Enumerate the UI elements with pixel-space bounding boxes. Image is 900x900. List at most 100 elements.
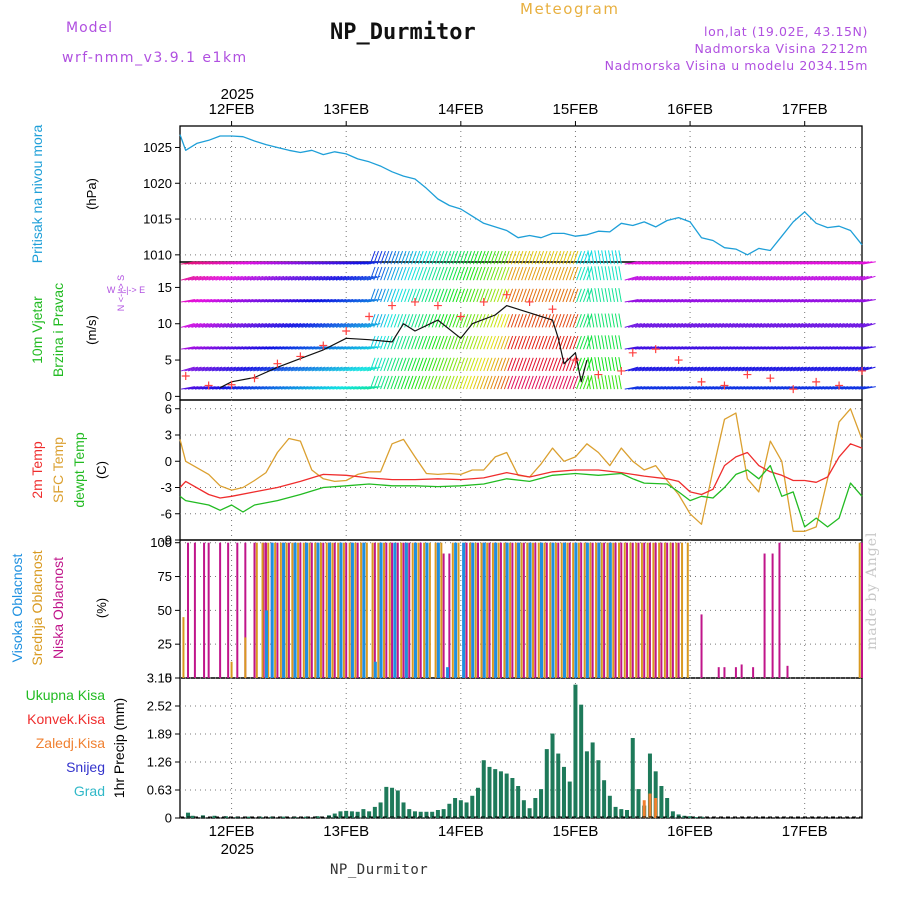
high_cloud-bar: [379, 542, 383, 678]
mid_cloud-bar: [486, 542, 489, 678]
wind-barb: [541, 250, 548, 265]
wind-barb: [277, 275, 292, 281]
wind-barb: [486, 288, 493, 303]
wind-barb: [462, 357, 469, 372]
wind-barb: [198, 386, 213, 390]
wind-barb: [476, 375, 483, 390]
y-tick-label: 0: [165, 811, 172, 826]
wind-barb: [738, 261, 753, 265]
wind-barb: [531, 335, 538, 350]
wind-barb: [308, 323, 322, 328]
total_precip-bar: [619, 809, 624, 818]
wind-barb: [411, 357, 417, 372]
gust-marker: [525, 297, 534, 306]
wind-barb: [222, 261, 237, 265]
wind-barb: [676, 386, 691, 390]
wind-barb: [552, 250, 558, 265]
wind-ylabel-2: Brzina i Pravac: [50, 283, 66, 377]
wind-barb: [273, 346, 288, 350]
wind-barb: [683, 299, 698, 303]
wind-barb: [431, 375, 438, 390]
wind-barb: [786, 366, 800, 372]
wind-barb: [683, 386, 698, 390]
low_cloud-bar: [511, 542, 514, 678]
mid_cloud-bar: [629, 542, 632, 678]
wind-barb: [486, 266, 493, 281]
wind-barb: [500, 375, 507, 390]
low_cloud-bar: [671, 542, 674, 678]
wind-barb: [693, 386, 708, 390]
wind-barb: [205, 299, 220, 303]
wind-barb: [400, 357, 407, 372]
wind-barb: [400, 266, 407, 281]
high_cloud-bar: [454, 542, 458, 678]
wind-barb: [466, 314, 472, 328]
wind-barb: [273, 275, 288, 281]
wind-barb: [270, 299, 285, 303]
wind-barb: [215, 366, 230, 372]
wind-barb: [201, 366, 216, 372]
wind-barb: [205, 386, 220, 390]
mid_cloud-bar: [400, 542, 403, 678]
wind-barb: [390, 314, 397, 328]
wind-barb: [679, 366, 694, 372]
wind-barb: [841, 386, 856, 390]
low_cloud-bar: [442, 553, 445, 678]
total_precip-bar: [378, 802, 383, 818]
mid_cloud-bar: [388, 542, 391, 678]
wind-barb: [469, 250, 476, 265]
total_precip-bar: [533, 798, 538, 818]
total_precip-bar: [390, 787, 395, 818]
y-tick-label: -3: [160, 480, 172, 495]
wind-barb: [294, 261, 309, 265]
wind-barb: [741, 299, 756, 303]
wind-barb: [263, 386, 278, 390]
wind-barb: [424, 357, 431, 372]
gust-marker: [410, 297, 419, 306]
wind-barb: [339, 261, 354, 265]
mid_cloud-bar: [669, 542, 672, 678]
wind-barb: [273, 366, 288, 372]
wind-barb: [594, 375, 598, 390]
wind-barb: [734, 366, 749, 372]
mid-cloud-ylabel: Srednja Oblacnost: [29, 550, 45, 665]
wind-barb: [404, 250, 410, 265]
wind-barb: [614, 288, 619, 303]
wind-barb: [834, 261, 849, 265]
wind-barb: [242, 299, 257, 303]
wind-barb: [806, 346, 821, 350]
wind-barb: [576, 250, 582, 265]
wind-barb: [672, 323, 687, 328]
wind-barb: [569, 314, 575, 328]
wind-barb: [349, 261, 364, 265]
wind-barb: [624, 323, 639, 328]
y-tick-label: 5: [165, 353, 172, 368]
wind-barb: [775, 261, 790, 265]
wind-barb: [861, 386, 876, 390]
wind-barb: [212, 346, 226, 350]
wind-barb: [806, 261, 821, 265]
wind-barb: [641, 386, 656, 390]
wind-barb: [689, 261, 704, 265]
total_precip-bar: [596, 760, 601, 818]
wind-barb: [308, 366, 322, 372]
wind-barb: [830, 299, 845, 303]
total_precip-bar: [412, 811, 417, 818]
wind-barb: [386, 250, 393, 265]
wind-barb: [717, 346, 732, 350]
wind-barb: [369, 266, 376, 281]
wind-barb: [380, 250, 386, 265]
total_precip-bar: [315, 816, 320, 818]
gust-marker: [204, 381, 213, 390]
wind-barb: [490, 266, 496, 281]
wind-barb: [810, 323, 825, 328]
wind-barb: [597, 288, 602, 303]
wind-barb: [246, 299, 261, 303]
high_cloud-bar: [540, 542, 544, 678]
wind-barb: [256, 346, 271, 350]
wind-barb: [208, 261, 223, 265]
wind-barb: [208, 323, 223, 328]
wind-barb: [208, 275, 223, 281]
wind-barb: [741, 366, 756, 372]
wind-barb: [555, 375, 562, 390]
